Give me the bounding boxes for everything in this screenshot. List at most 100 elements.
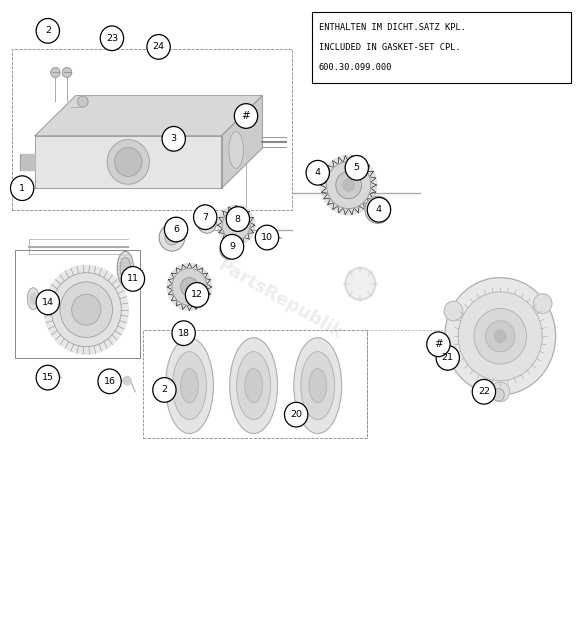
Circle shape — [224, 244, 234, 254]
Text: 11: 11 — [127, 275, 139, 283]
Circle shape — [62, 68, 72, 78]
Text: 5: 5 — [354, 164, 360, 172]
Text: 6: 6 — [173, 225, 179, 234]
Circle shape — [44, 265, 128, 354]
Text: 21: 21 — [442, 354, 454, 362]
Text: ENTHALTEN IM DICHT.SATZ KPL.: ENTHALTEN IM DICHT.SATZ KPL. — [319, 23, 466, 33]
Circle shape — [164, 217, 188, 242]
Text: 3: 3 — [171, 135, 177, 143]
Circle shape — [167, 263, 212, 310]
Circle shape — [36, 290, 59, 315]
Text: 2: 2 — [45, 27, 51, 35]
Circle shape — [533, 294, 552, 313]
Circle shape — [494, 330, 506, 342]
Circle shape — [78, 96, 88, 107]
Circle shape — [98, 369, 121, 394]
Circle shape — [51, 273, 121, 347]
Circle shape — [159, 224, 185, 251]
Circle shape — [10, 176, 34, 201]
Ellipse shape — [309, 369, 326, 403]
Circle shape — [220, 239, 238, 259]
Circle shape — [255, 225, 279, 250]
Bar — [12, 49, 292, 210]
Circle shape — [336, 172, 361, 199]
Circle shape — [321, 155, 377, 215]
Ellipse shape — [107, 139, 149, 184]
Ellipse shape — [173, 352, 206, 420]
Text: 22: 22 — [478, 387, 490, 396]
Circle shape — [147, 35, 170, 59]
Text: 1: 1 — [19, 184, 25, 193]
Circle shape — [365, 196, 391, 223]
Circle shape — [230, 219, 242, 231]
Circle shape — [493, 389, 504, 401]
Ellipse shape — [120, 257, 131, 280]
Text: PartsRepublik: PartsRepublik — [214, 256, 346, 342]
Ellipse shape — [301, 352, 335, 420]
Circle shape — [194, 205, 217, 230]
Circle shape — [486, 321, 515, 352]
Ellipse shape — [27, 288, 39, 310]
Ellipse shape — [181, 369, 198, 403]
Circle shape — [306, 160, 329, 185]
Text: 7: 7 — [202, 213, 208, 222]
Text: #: # — [434, 339, 443, 349]
Polygon shape — [35, 136, 222, 188]
Circle shape — [222, 210, 250, 240]
Bar — [312, 12, 571, 83]
Ellipse shape — [245, 369, 262, 403]
Circle shape — [72, 294, 101, 325]
Text: 15: 15 — [42, 373, 54, 382]
Circle shape — [445, 278, 556, 395]
Circle shape — [161, 385, 171, 395]
Circle shape — [226, 207, 250, 231]
Ellipse shape — [115, 147, 142, 176]
Circle shape — [36, 19, 59, 43]
Text: 12: 12 — [191, 291, 203, 299]
Ellipse shape — [294, 338, 342, 433]
Circle shape — [48, 368, 55, 375]
Circle shape — [162, 126, 185, 151]
Text: 23: 23 — [106, 34, 118, 43]
Circle shape — [36, 365, 59, 390]
Circle shape — [121, 267, 145, 291]
Ellipse shape — [166, 338, 213, 433]
Circle shape — [255, 230, 272, 247]
Circle shape — [436, 346, 459, 370]
Text: 14: 14 — [42, 298, 54, 307]
Circle shape — [60, 282, 113, 337]
Bar — [15, 250, 140, 358]
Circle shape — [372, 204, 384, 216]
Text: 20: 20 — [290, 410, 302, 419]
Bar — [143, 330, 367, 438]
Circle shape — [217, 205, 255, 245]
Circle shape — [234, 104, 258, 128]
Circle shape — [172, 321, 195, 346]
Circle shape — [285, 402, 308, 427]
Text: #: # — [241, 111, 251, 121]
Text: 24: 24 — [153, 43, 164, 51]
Circle shape — [172, 268, 207, 305]
Circle shape — [123, 376, 131, 385]
Circle shape — [472, 379, 496, 404]
Circle shape — [220, 234, 244, 259]
Ellipse shape — [117, 252, 134, 286]
Circle shape — [444, 301, 463, 321]
Circle shape — [198, 213, 216, 233]
Circle shape — [185, 283, 209, 307]
Circle shape — [343, 179, 354, 191]
Circle shape — [51, 68, 60, 78]
Circle shape — [181, 278, 198, 296]
Polygon shape — [35, 96, 262, 136]
Text: 4: 4 — [376, 205, 382, 214]
Circle shape — [458, 292, 542, 381]
Text: 4: 4 — [315, 168, 321, 177]
Ellipse shape — [230, 338, 278, 433]
Circle shape — [427, 332, 450, 357]
Ellipse shape — [229, 131, 244, 168]
Text: 9: 9 — [229, 242, 235, 251]
Circle shape — [165, 230, 179, 245]
Text: 16: 16 — [104, 377, 115, 386]
Text: 18: 18 — [178, 329, 189, 337]
Circle shape — [260, 234, 267, 242]
